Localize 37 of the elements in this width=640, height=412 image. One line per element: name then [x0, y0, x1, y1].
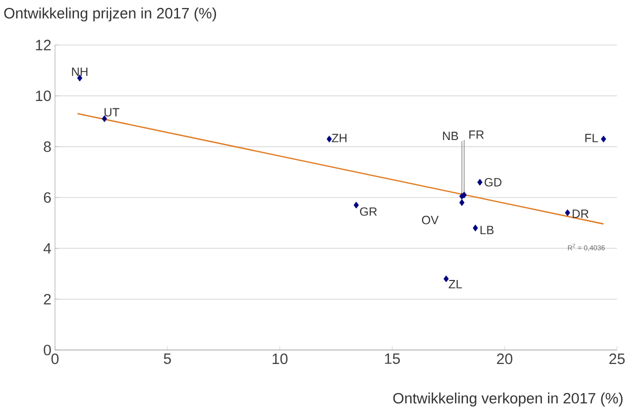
- point: [600, 136, 606, 142]
- x-tick-label: 10: [272, 354, 288, 364]
- x-tick-label: 20: [497, 354, 512, 364]
- annotation: LB: [480, 226, 494, 234]
- annotation: GR: [360, 207, 377, 216]
- annotation: DR: [572, 210, 588, 218]
- x-tick-label: 25: [609, 354, 625, 364]
- point: [459, 199, 464, 206]
- annotation: NH: [72, 68, 88, 76]
- y-tick-label: 4: [44, 243, 52, 254]
- x-tick-label: 5: [164, 354, 171, 364]
- annotation: ZH: [332, 134, 346, 142]
- annotation: UT: [104, 108, 120, 116]
- y-tick-label: 2: [44, 294, 51, 304]
- annotation: FR: [469, 130, 484, 139]
- y-tick-label: 6: [44, 192, 51, 203]
- x-tick-label: 0: [51, 354, 59, 364]
- point: [354, 202, 359, 209]
- point: [326, 136, 332, 142]
- point: [102, 115, 108, 122]
- point: [472, 224, 478, 232]
- point: [462, 192, 467, 198]
- annotation: FL: [585, 134, 598, 142]
- point: [444, 275, 449, 282]
- x-axis-title: Ontwikkeling verkopen in 2017 (%): [393, 392, 623, 406]
- y-tick-label: 8: [44, 141, 51, 152]
- y-axis-title: Ontwikkeling prijzen in 2017 (%): [4, 8, 216, 22]
- y-tick-label: 10: [36, 90, 51, 102]
- annotation: NB: [443, 132, 458, 140]
- annotation: GD: [484, 178, 502, 186]
- annotation: OV: [422, 216, 439, 224]
- point: [564, 209, 570, 216]
- point: [477, 178, 482, 186]
- x-tick-label: 15: [385, 354, 400, 364]
- y-tick-label: 12: [36, 40, 51, 50]
- y-tick-label: 0: [44, 344, 51, 356]
- annotation: ZL: [448, 280, 462, 288]
